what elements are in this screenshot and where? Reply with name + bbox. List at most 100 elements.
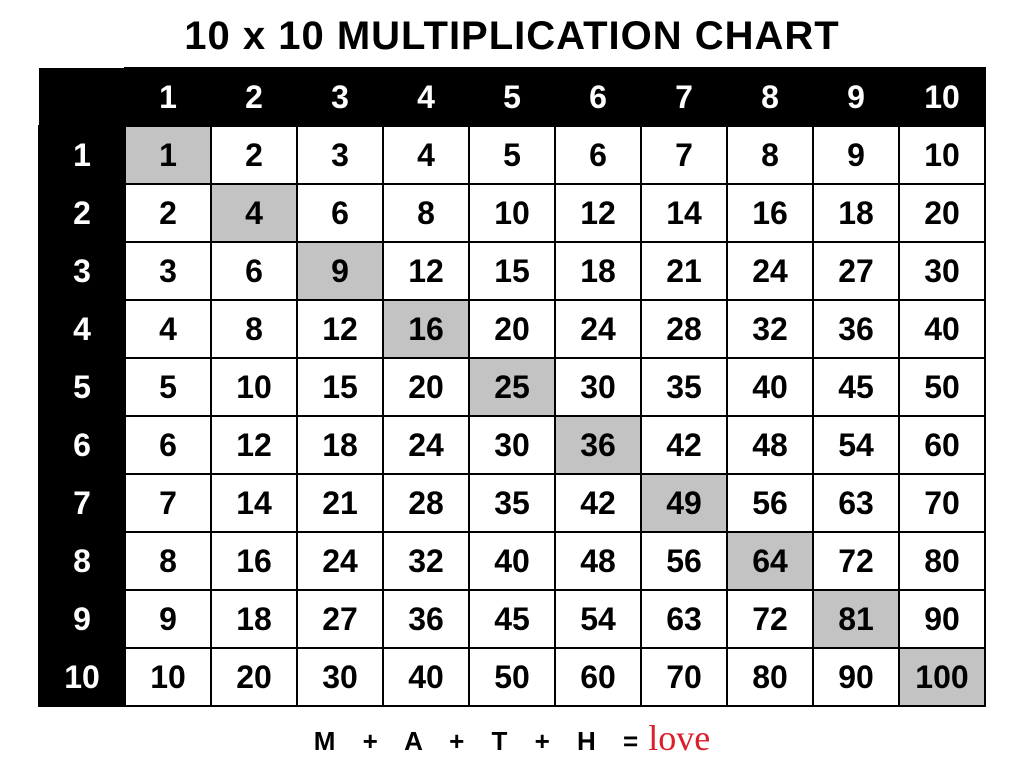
- table-cell: 45: [469, 590, 555, 648]
- table-cell: 90: [813, 648, 899, 706]
- row-header: 9: [39, 590, 125, 648]
- col-header: 9: [813, 68, 899, 126]
- table-cell: 20: [383, 358, 469, 416]
- table-cell: 40: [469, 532, 555, 590]
- multiplication-table: 1234567891011234567891022468101214161820…: [38, 67, 986, 707]
- table-cell: 27: [297, 590, 383, 648]
- table-cell: 30: [297, 648, 383, 706]
- table-cell: 56: [641, 532, 727, 590]
- table-cell: 20: [211, 648, 297, 706]
- table-cell: 70: [641, 648, 727, 706]
- table-cell: 40: [727, 358, 813, 416]
- table-cell: 27: [813, 242, 899, 300]
- table-cell: 70: [899, 474, 985, 532]
- table-cell: 25: [469, 358, 555, 416]
- row-header: 7: [39, 474, 125, 532]
- table-cell: 6: [125, 416, 211, 474]
- table-cell: 7: [125, 474, 211, 532]
- row-header: 8: [39, 532, 125, 590]
- col-header: 3: [297, 68, 383, 126]
- table-cell: 4: [383, 126, 469, 184]
- table-cell: 5: [469, 126, 555, 184]
- row-header: 10: [39, 648, 125, 706]
- table-cell: 21: [641, 242, 727, 300]
- table-cell: 36: [555, 416, 641, 474]
- table-cell: 40: [383, 648, 469, 706]
- footer-brand: M + A + T + H = love: [314, 717, 710, 759]
- table-cell: 12: [211, 416, 297, 474]
- table-cell: 6: [297, 184, 383, 242]
- table-cell: 24: [297, 532, 383, 590]
- col-header: 4: [383, 68, 469, 126]
- table-cell: 10: [899, 126, 985, 184]
- table-cell: 30: [469, 416, 555, 474]
- table-cell: 56: [727, 474, 813, 532]
- table-cell: 8: [125, 532, 211, 590]
- row-header: 6: [39, 416, 125, 474]
- row-header: 5: [39, 358, 125, 416]
- table-cell: 7: [641, 126, 727, 184]
- table-cell: 18: [297, 416, 383, 474]
- table-cell: 18: [813, 184, 899, 242]
- col-header: 5: [469, 68, 555, 126]
- table-cell: 14: [641, 184, 727, 242]
- table-cell: 90: [899, 590, 985, 648]
- row-header: 1: [39, 126, 125, 184]
- table-cell: 32: [383, 532, 469, 590]
- table-cell: 16: [383, 300, 469, 358]
- table-cell: 20: [469, 300, 555, 358]
- table-cell: 50: [469, 648, 555, 706]
- table-cell: 4: [125, 300, 211, 358]
- col-header: 10: [899, 68, 985, 126]
- table-cell: 9: [813, 126, 899, 184]
- table-cell: 40: [899, 300, 985, 358]
- table-cell: 28: [641, 300, 727, 358]
- col-header: 6: [555, 68, 641, 126]
- table-cell: 63: [813, 474, 899, 532]
- table-cell: 24: [727, 242, 813, 300]
- footer-prefix: M + A + T + H =: [314, 726, 648, 757]
- table-cell: 2: [211, 126, 297, 184]
- table-cell: 42: [641, 416, 727, 474]
- table-cell: 48: [727, 416, 813, 474]
- table-cell: 6: [211, 242, 297, 300]
- table-cell: 45: [813, 358, 899, 416]
- table-cell: 8: [211, 300, 297, 358]
- table-corner: [39, 68, 125, 126]
- table-cell: 3: [125, 242, 211, 300]
- table-cell: 72: [813, 532, 899, 590]
- table-cell: 63: [641, 590, 727, 648]
- table-cell: 18: [211, 590, 297, 648]
- table-cell: 60: [555, 648, 641, 706]
- table-cell: 8: [727, 126, 813, 184]
- chart-title: 10 x 10 MULTIPLICATION CHART: [184, 14, 839, 59]
- footer-suffix: love: [648, 717, 710, 759]
- table-cell: 64: [727, 532, 813, 590]
- table-cell: 42: [555, 474, 641, 532]
- table-cell: 80: [727, 648, 813, 706]
- table-cell: 5: [125, 358, 211, 416]
- table-cell: 28: [383, 474, 469, 532]
- table-cell: 3: [297, 126, 383, 184]
- table-cell: 10: [125, 648, 211, 706]
- table-cell: 15: [469, 242, 555, 300]
- table-cell: 16: [727, 184, 813, 242]
- table-cell: 30: [555, 358, 641, 416]
- table-cell: 35: [641, 358, 727, 416]
- table-cell: 36: [813, 300, 899, 358]
- table-cell: 54: [555, 590, 641, 648]
- col-header: 2: [211, 68, 297, 126]
- table-cell: 9: [125, 590, 211, 648]
- table-cell: 50: [899, 358, 985, 416]
- table-cell: 100: [899, 648, 985, 706]
- table-cell: 1: [125, 126, 211, 184]
- table-cell: 30: [899, 242, 985, 300]
- table-cell: 4: [211, 184, 297, 242]
- table-cell: 35: [469, 474, 555, 532]
- table-cell: 14: [211, 474, 297, 532]
- table-cell: 48: [555, 532, 641, 590]
- table-cell: 18: [555, 242, 641, 300]
- table-cell: 6: [555, 126, 641, 184]
- table-cell: 80: [899, 532, 985, 590]
- table-cell: 16: [211, 532, 297, 590]
